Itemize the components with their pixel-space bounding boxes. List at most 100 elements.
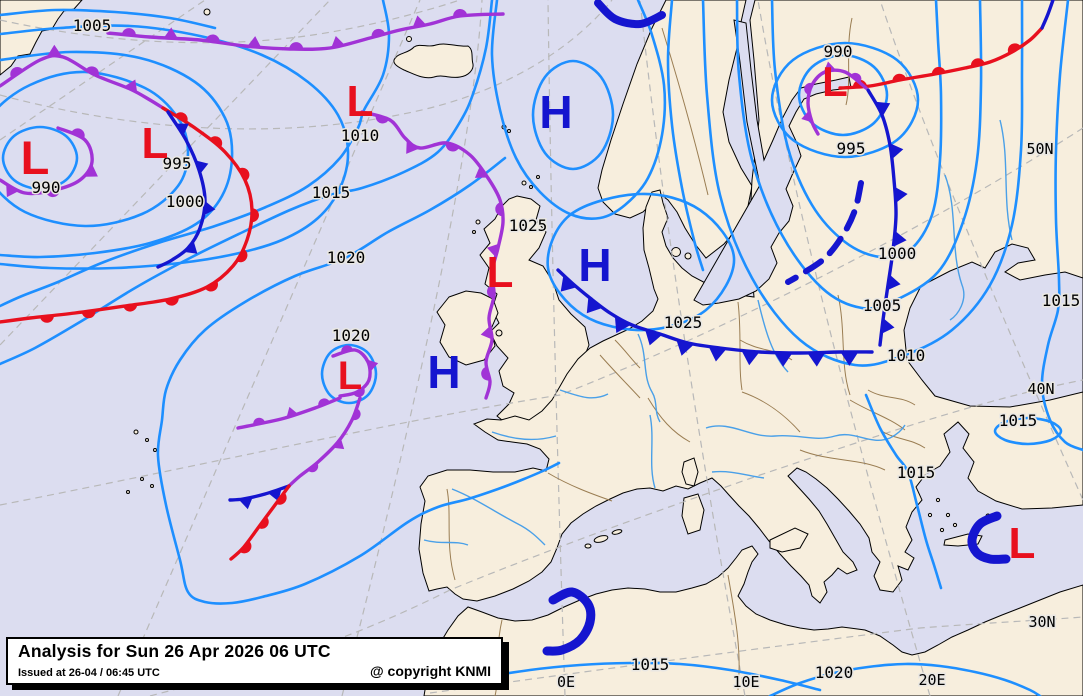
warm-front-atlantic-symbol <box>205 281 218 292</box>
isobar-value-label: 1020 <box>332 326 371 345</box>
occluded-front-south-branch-symbol <box>333 438 345 450</box>
river-tagus <box>423 539 469 546</box>
islet-shetland <box>529 185 533 189</box>
cold-front-europe-symbol <box>774 352 793 367</box>
meridian <box>547 0 566 696</box>
landmass-africa <box>423 545 1083 696</box>
occluded-front-top-symbol <box>331 36 345 48</box>
pressure-center-low: L <box>822 58 848 105</box>
occluded-front-top <box>106 12 505 51</box>
graticule-label: 50N <box>1026 140 1053 158</box>
cold-front-europe-symbol <box>586 296 603 314</box>
islet-denmark <box>684 252 692 260</box>
islet-azores <box>126 490 130 494</box>
landmass-sardinia <box>681 493 705 535</box>
isobar-value-label: 1025 <box>509 216 548 235</box>
isobar <box>0 0 391 308</box>
warm-front-biscay-symbol <box>239 540 252 554</box>
occluded-front-iceland-uk-symbol <box>406 141 419 154</box>
warm-front-atlantic-symbol <box>123 304 138 312</box>
isobar-value-label: 1000 <box>878 244 917 263</box>
meridian <box>117 0 421 696</box>
meridian <box>639 0 746 696</box>
isobar-value-label: 990 <box>824 42 853 61</box>
cold-front-east-symbol <box>894 186 908 203</box>
isobar-value-label: 990 <box>32 178 61 197</box>
occluded-front-nw-symbol <box>85 66 99 77</box>
islet-aegean <box>952 522 958 528</box>
pressure-center-low: L <box>347 77 374 126</box>
occluded-front-nw <box>0 53 165 110</box>
occluded-front-nw-symbol <box>10 67 24 78</box>
isobar <box>768 662 1042 696</box>
islet-azores <box>140 477 144 481</box>
occluded-front-spiral-symbol <box>85 164 98 177</box>
occluded-front-iceland-uk-symbol <box>445 142 460 152</box>
pressure-center-low: L <box>338 354 362 398</box>
river-east <box>999 119 1013 241</box>
islet-hebrides <box>472 230 476 234</box>
graticule-label: 0E <box>557 673 575 691</box>
isobar <box>156 156 561 605</box>
islet <box>406 36 412 42</box>
border <box>849 399 906 431</box>
rivers <box>423 119 1013 546</box>
landmass-iceland <box>393 43 474 79</box>
warm-front-baltic-symbol <box>931 66 946 75</box>
occluded-front-baltic <box>806 68 868 136</box>
isobar <box>531 59 615 171</box>
occluded-front-spiral-symbol <box>46 188 60 198</box>
meridian <box>757 0 931 696</box>
occluded-front-spiral <box>0 126 94 196</box>
border <box>837 294 851 396</box>
isobar <box>864 393 943 590</box>
warm-front-atlantic-symbol <box>251 208 259 223</box>
pressure-center-high: H <box>578 239 611 291</box>
islet-azores <box>145 438 149 442</box>
occluded-front-spiral-symbol <box>6 184 19 198</box>
occluded-front-iceland-uk-symbol <box>481 366 491 381</box>
islet-denmark <box>671 247 681 257</box>
occluded-front-iceland-uk <box>360 110 505 400</box>
occluded-front-iceland-uk-symbol <box>486 284 495 299</box>
warm-front-baltic-symbol <box>892 73 907 82</box>
issued-timestamp: Issued at 26-04 / 06:45 UTC <box>18 667 160 679</box>
border <box>845 17 853 106</box>
occluded-front-west-branch-symbol <box>286 406 298 418</box>
isobar-value-label: 1015 <box>897 463 936 482</box>
cold-front-east-symbol <box>875 101 891 117</box>
occluded-front-low-hook-symbol <box>367 359 379 372</box>
analysis-info-box: Analysis for Sun 26 Apr 2026 06 UTC Issu… <box>6 637 503 685</box>
cold-front-europe-symbol <box>840 351 859 366</box>
isobar-value-label: 1015 <box>631 655 670 674</box>
cold-front-europe-symbol <box>560 275 577 292</box>
info-subrow: Issued at 26-04 / 06:45 UTC @ copyright … <box>18 663 491 679</box>
occluded-front-baltic-symbol <box>823 61 836 72</box>
parallel-50n <box>0 127 1083 506</box>
trough-algeria <box>542 587 596 656</box>
isobar <box>1 125 79 191</box>
river-loire <box>491 431 557 441</box>
cold-front-biscay-symbol <box>238 497 253 510</box>
occluded-front-iceland-uk-symbol <box>375 114 390 124</box>
border <box>741 391 801 433</box>
isobar <box>0 50 234 259</box>
river-danube <box>705 424 906 441</box>
isobar-value-label: 1020 <box>815 663 854 682</box>
warm-front-atlantic-symbol <box>175 112 188 123</box>
isobar-value-label: 995 <box>163 154 192 173</box>
border <box>446 488 456 581</box>
islet-shetland <box>536 175 540 179</box>
occluded-front-iceland-uk-symbol <box>486 243 500 258</box>
islet-mallorca <box>593 535 609 543</box>
isobar-value-label: 1025 <box>664 313 703 332</box>
river-dnieper <box>944 174 965 321</box>
river-vistula <box>757 299 789 373</box>
cold-front-east <box>866 88 898 347</box>
border <box>599 354 641 399</box>
warm-front-atlantic-symbol <box>237 249 248 263</box>
warm-front-baltic-symbol <box>1007 43 1021 54</box>
islet-aegean <box>945 512 951 518</box>
cold-front-atlantic-symbol <box>195 160 209 174</box>
